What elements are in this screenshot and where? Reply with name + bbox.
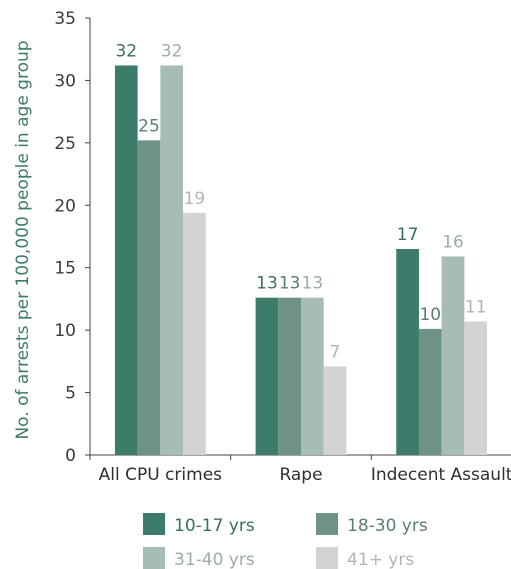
bars — [114, 65, 488, 456]
legend: 10-17 yrs 18-30 yrs 31-40 yrs 41+ yrs — [143, 513, 428, 569]
bar — [160, 65, 184, 456]
legend-item: 10-17 yrs — [143, 513, 255, 536]
bar — [441, 256, 465, 455]
data-label: 16 — [442, 232, 464, 252]
y-axis: 0 5 10 15 20 25 30 35 — [54, 9, 91, 466]
y-tick-label: 35 — [54, 9, 76, 29]
bar — [278, 297, 301, 455]
legend-label: 41+ yrs — [347, 550, 414, 569]
legend-item: 31-40 yrs — [143, 547, 255, 569]
bar — [183, 212, 206, 455]
legend-label: 10-17 yrs — [174, 516, 255, 536]
legend-swatch — [143, 547, 165, 569]
y-tick-label: 30 — [54, 71, 76, 91]
legend-swatch — [316, 547, 338, 569]
bar — [464, 321, 488, 455]
x-tick-label: Rape — [279, 465, 322, 485]
data-label: 19 — [184, 189, 206, 209]
bar — [114, 65, 138, 456]
legend-label: 18-30 yrs — [347, 516, 428, 536]
bar — [301, 297, 324, 455]
legend-item: 41+ yrs — [316, 547, 414, 569]
data-label: 13 — [302, 274, 324, 294]
x-tick-label: Indecent Assault — [371, 465, 511, 485]
y-tick-label: 20 — [54, 196, 76, 216]
bar — [418, 328, 442, 455]
legend-item: 18-30 yrs — [316, 513, 428, 536]
y-tick-label: 10 — [54, 321, 76, 341]
y-axis-label: No. of arrests per 100,000 people in age… — [13, 40, 33, 439]
data-label: 11 — [465, 297, 487, 317]
data-label: 10 — [419, 305, 441, 325]
bar — [323, 366, 347, 455]
data-label: 13 — [279, 274, 301, 294]
legend-swatch — [143, 513, 165, 535]
y-tick-label: 25 — [54, 134, 76, 154]
data-label: 13 — [256, 274, 278, 294]
x-tick-label: All CPU crimes — [99, 465, 223, 485]
bar — [396, 248, 419, 455]
y-tick-label: 0 — [65, 446, 76, 466]
y-tick-label: 5 — [65, 384, 76, 404]
bar — [255, 297, 279, 455]
bar — [137, 140, 161, 456]
legend-label: 31-40 yrs — [174, 550, 255, 569]
data-label: 7 — [330, 342, 341, 362]
data-label: 32 — [115, 41, 137, 61]
data-label: 17 — [397, 225, 419, 245]
y-tick-label: 15 — [54, 259, 76, 279]
x-axis: All CPU crimes Rape Indecent Assault — [89, 454, 511, 485]
legend-swatch — [316, 513, 338, 535]
data-label: 25 — [138, 116, 160, 136]
data-label: 32 — [161, 41, 183, 61]
